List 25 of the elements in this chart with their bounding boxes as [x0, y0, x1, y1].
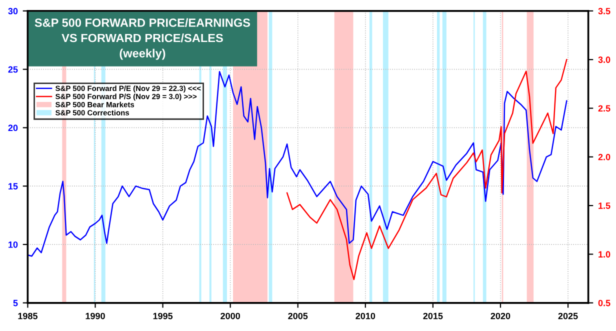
- y2-tick-label: 3.5: [598, 8, 610, 14]
- x-tick-label: 2000: [220, 312, 240, 320]
- line-series: [28, 71, 568, 257]
- y2-tick-label: 3.0: [598, 56, 610, 63]
- y-tick-label: 30: [8, 8, 18, 14]
- y2-tick-label: 1.5: [598, 202, 610, 209]
- y-tick-label: 20: [8, 124, 18, 132]
- line-series: [286, 58, 568, 280]
- x-tick-label: 2015: [423, 312, 443, 320]
- x-tick-label: 2020: [490, 312, 510, 320]
- x-tick-label: 2010: [356, 312, 376, 320]
- y-tick-label: 10: [8, 241, 18, 248]
- y2-tick-label: 2.5: [598, 105, 610, 112]
- x-tick-label: 1985: [18, 312, 38, 320]
- x-tick-label: 2025: [558, 312, 578, 320]
- y-tick-label: 25: [8, 66, 18, 73]
- y2-tick-label: 1.0: [598, 251, 610, 258]
- x-tick-label: 1990: [86, 312, 105, 320]
- y2-tick-label: 2.0: [598, 154, 610, 160]
- y-tick-label: 5: [13, 300, 18, 306]
- text: S&P 500 FORWARD PRICE/EARNINGS VS FORWARD PRICE/SALES (weekly): [34, 18, 250, 60]
- y2-tick-label: 0.5: [598, 300, 610, 306]
- y-tick-label: 15: [8, 183, 18, 190]
- x-tick-label: 2005: [288, 312, 308, 320]
- x-tick-label: 1995: [153, 312, 173, 320]
